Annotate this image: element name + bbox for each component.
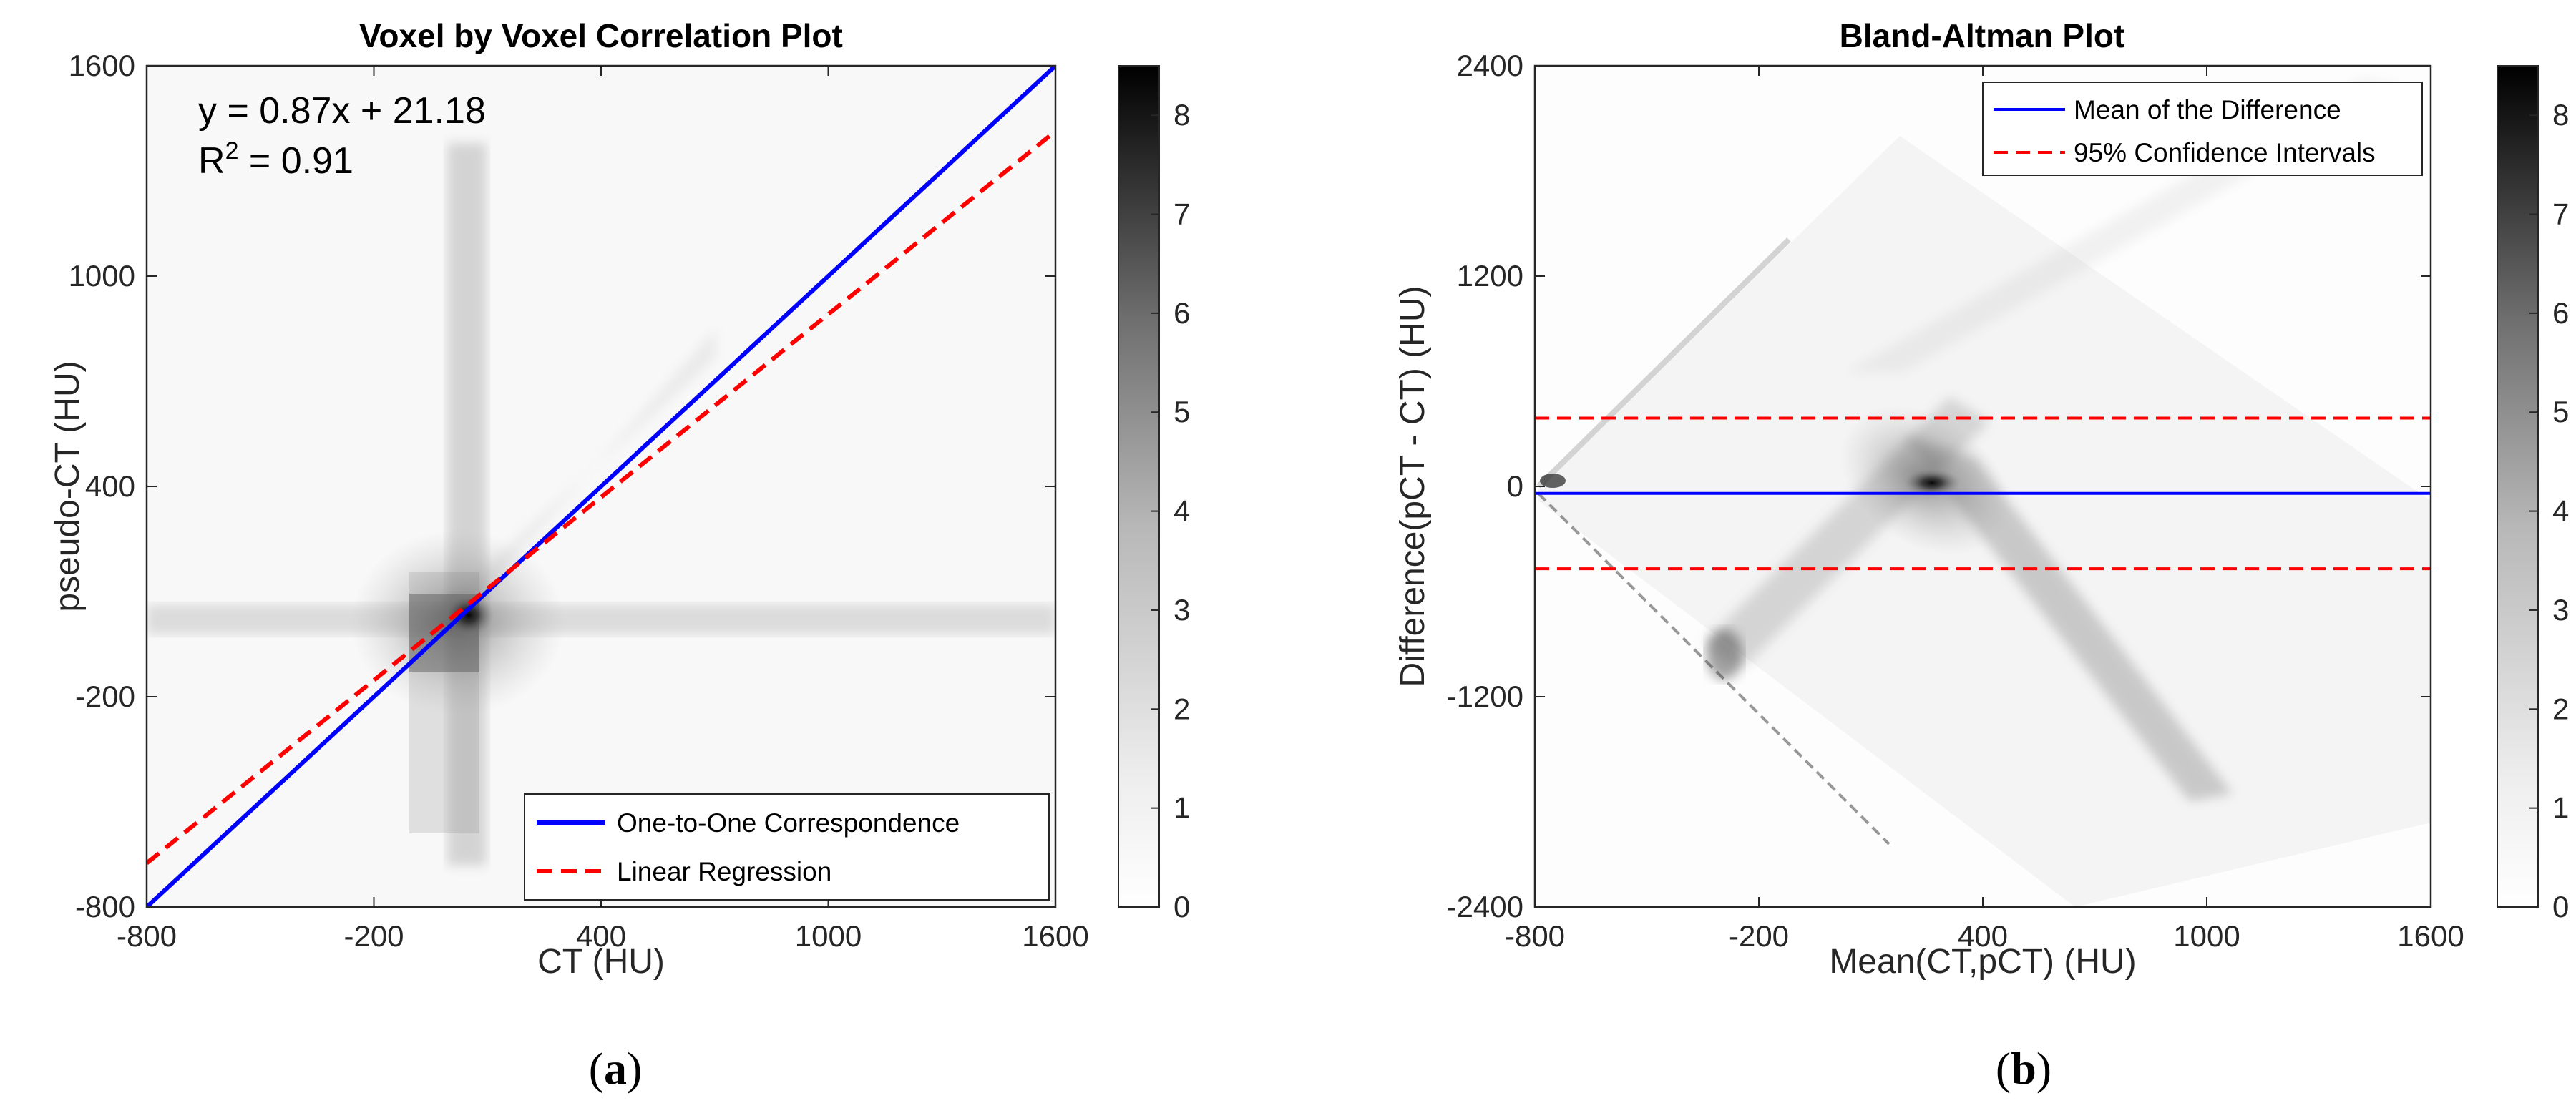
x-tick-label: -200	[1729, 919, 1789, 953]
y-tick-label: 400	[85, 469, 135, 503]
panel-a-cluster-core	[444, 594, 494, 637]
panel-a-legend-box	[524, 793, 1050, 901]
colorbar-tick-label: 6	[1174, 296, 1190, 330]
colorbar-tick-label: 7	[2552, 197, 2569, 231]
colorbar-tick-label: 2	[2552, 692, 2569, 725]
panel-b: Bland-Altman Plot -800 -200 400 1000 1600 -2…	[1394, 17, 2569, 1094]
panel-a-vertical-band	[447, 143, 487, 866]
r-squared-sup: 2	[225, 137, 239, 165]
y-tick-label: 1600	[69, 49, 135, 82]
panel-b-title: Bland-Altman Plot	[1840, 17, 2125, 54]
panel-b-density	[1535, 66, 2431, 907]
r-squared-value: = 0.91	[238, 140, 353, 182]
colorbar-tick-label: 6	[2552, 296, 2569, 330]
colorbar-tick-label: 0	[2552, 890, 2569, 923]
x-tick-label: -800	[1505, 919, 1565, 953]
panel-b-y-ticks: -2400 -1200 0 1200 2400	[1447, 49, 2431, 923]
legend-linear-regression-label: Linear Regression	[617, 857, 831, 886]
panel-a-x-ticks: -800 -200 400 1000 1600	[117, 66, 1089, 953]
colorbar-tick-label: 1	[1174, 791, 1190, 825]
colorbar-tick-label: 1	[2552, 791, 2569, 825]
x-tick-label: -200	[343, 919, 404, 953]
panel-b-left-blob	[1540, 474, 1566, 488]
x-tick-label: 1000	[795, 919, 862, 953]
panel-b-x-ticks: -800 -200 400 1000 1600	[1505, 66, 2464, 953]
panel-a-x-label: CT (HU)	[537, 943, 665, 981]
panel-a-colorbar-gradient	[1118, 65, 1160, 908]
panel-b-upper-ridge	[1536, 237, 1791, 489]
subfigure-letter-b: b	[2011, 1043, 2036, 1094]
panel-b-lower-blob	[1707, 629, 1742, 680]
colorbar-tick-label: 3	[1174, 593, 1190, 627]
panel-a-horizontal-band	[147, 604, 1055, 634]
regression-equation: y = 0.87x + 21.18	[198, 90, 486, 132]
r-squared-prefix: R	[198, 140, 225, 182]
colorbar-tick-label: 5	[1174, 395, 1190, 428]
y-tick-label: -2400	[1447, 890, 1523, 923]
panel-b-lower-ridge	[1537, 492, 1890, 845]
subfigure-label-a: (a)	[589, 1043, 643, 1094]
colorbar-tick-label: 8	[1174, 98, 1190, 132]
r-squared: R2 = 0.91	[198, 137, 353, 182]
colorbar-tick-label: 0	[1174, 890, 1190, 923]
y-tick-label: 1000	[69, 259, 135, 293]
panel-b-colorbar: 0 1 2 3 4 5 6 7 8	[2497, 65, 2569, 923]
panel-a-y-ticks: -800 -200 400 1000 1600	[69, 49, 1055, 923]
panel-b-legend-box	[1982, 82, 2423, 176]
legend-one-to-one-label: One-to-One Correspondence	[617, 808, 960, 838]
x-tick-label: 1000	[2173, 919, 2240, 953]
y-tick-label: 2400	[1457, 49, 1523, 82]
colorbar-tick-label: 4	[1174, 494, 1190, 528]
panel-a-colorbar-ticks: 0 1 2 3 4 5 6 7 8	[1151, 98, 1190, 923]
one-to-one-line	[147, 66, 1055, 907]
x-tick-label: -800	[117, 919, 177, 953]
colorbar-tick-label: 5	[2552, 395, 2569, 428]
legend-mean-difference-label: Mean of the Difference	[2074, 95, 2341, 124]
x-tick-label: 1600	[2397, 919, 2464, 953]
panel-b-colorbar-gradient	[2497, 65, 2539, 908]
panel-a-legend: One-to-One Correspondence Linear Regress…	[524, 793, 1050, 901]
panel-a-colorbar: 0 1 2 3 4 5 6 7 8	[1118, 65, 1190, 923]
x-tick-label: 400	[576, 919, 626, 953]
colorbar-tick-label: 7	[1174, 197, 1190, 231]
y-tick-label: -200	[75, 680, 135, 713]
panel-b-legend: Mean of the Difference 95% Confidence In…	[1982, 82, 2423, 176]
colorbar-tick-label: 3	[2552, 593, 2569, 627]
y-tick-label: -800	[75, 890, 135, 923]
x-tick-label: 1600	[1022, 919, 1088, 953]
panel-b-cluster-core	[1903, 469, 1961, 497]
colorbar-tick-label: 2	[1174, 692, 1190, 725]
colorbar-tick-label: 4	[2552, 494, 2569, 528]
y-tick-label: -1200	[1447, 680, 1523, 713]
subfigure-label-b: (b)	[1996, 1043, 2051, 1094]
panel-b-x-label: Mean(CT,pCT) (HU)	[1829, 943, 2136, 981]
panel-a-y-label: pseudo-CT (HU)	[49, 361, 87, 612]
y-tick-label: 0	[1507, 469, 1523, 503]
panel-b-colorbar-ticks: 0 1 2 3 4 5 6 7 8	[2529, 98, 2569, 923]
subfigure-letter-a: a	[604, 1043, 627, 1094]
panel-b-y-label: Difference(pCT - CT) (HU)	[1394, 286, 1432, 687]
y-tick-label: 1200	[1457, 259, 1523, 293]
panel-a-title: Voxel by Voxel Correlation Plot	[359, 17, 843, 54]
legend-confidence-label: 95% Confidence Intervals	[2074, 138, 2376, 167]
x-tick-label: 400	[1958, 919, 2008, 953]
panel-a: Voxel by Voxel Correlation Plot -800 -200…	[49, 17, 1190, 1094]
colorbar-tick-label: 8	[2552, 98, 2569, 132]
